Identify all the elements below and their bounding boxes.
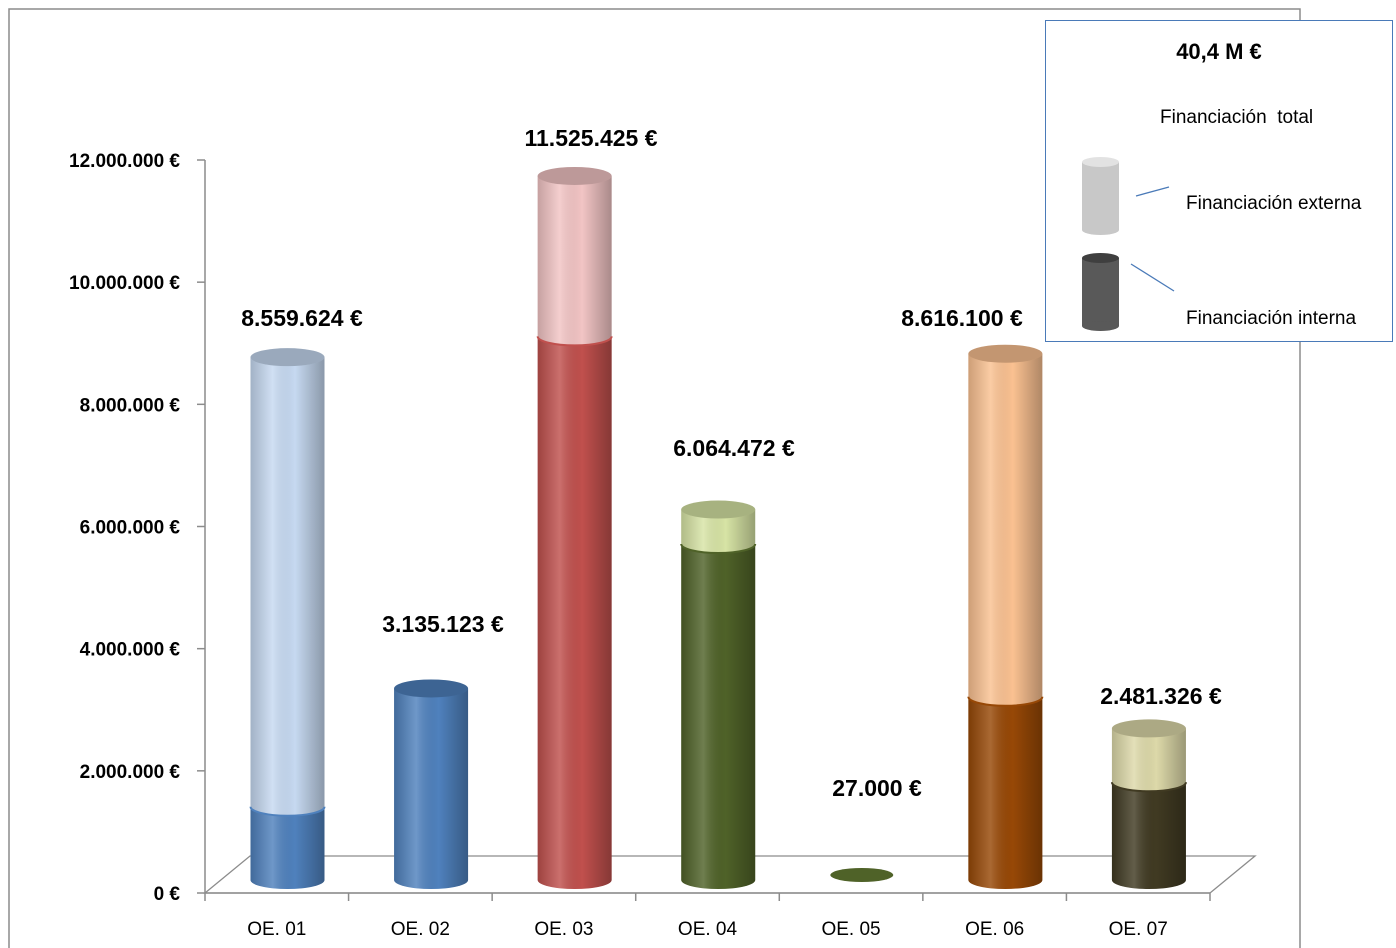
bar-top-cap [394, 679, 469, 698]
y-tick-label: 4.000.000 € [80, 640, 181, 661]
bar-top-cap [1111, 719, 1186, 738]
bar-oe-01 [249, 348, 326, 889]
data-label: 27.000 € [832, 775, 922, 801]
bar-internal-segment [250, 806, 325, 889]
data-label: 6.064.472 € [673, 435, 795, 461]
bar-group [249, 166, 1187, 889]
x-tick-label: OE. 07 [1109, 919, 1168, 940]
legend-internal-label: Financiación interna [1186, 308, 1357, 329]
bar-internal-segment [394, 688, 469, 889]
data-label: 3.135.123 € [382, 611, 504, 637]
y-tick-label: 2.000.000 € [80, 762, 181, 783]
legend-internal-leader-line [1130, 263, 1175, 292]
bar-internal-segment [681, 544, 756, 889]
bar-internal-segment [968, 696, 1043, 889]
legend-internal-swatch-icon [1082, 253, 1119, 331]
legend-external-label: Financiación externa [1186, 193, 1362, 214]
x-tick-label: OE. 02 [391, 919, 450, 940]
y-tick-label: 10.000.000 € [69, 273, 180, 294]
legend-title: 40,4 M € [1176, 39, 1262, 64]
data-label: 8.559.624 € [241, 305, 363, 331]
legend-graphics [1082, 157, 1175, 331]
data-label: 11.525.425 € [524, 125, 657, 151]
plot-area-border [8, 8, 1301, 948]
bar-external-segment [537, 175, 612, 346]
bar-top-cap [968, 344, 1043, 363]
bar-oe-07 [1110, 719, 1187, 889]
bar-top-cap [250, 348, 325, 367]
data-label: 2.481.326 € [1100, 683, 1222, 709]
x-tick-label: OE. 04 [678, 919, 738, 940]
bar-oe-04 [680, 500, 757, 889]
bar-external-segment [250, 357, 325, 816]
data-label-group: 8.559.624 € 3.135.123 € 11.525.425 € 6.064.… [241, 125, 1222, 801]
y-tick-label: 0 € [154, 884, 181, 905]
bar-internal-segment [1111, 782, 1186, 889]
bar-oe-06 [967, 344, 1044, 889]
x-tick-label: OE. 05 [821, 919, 880, 940]
x-tick-label: OE. 03 [534, 919, 593, 940]
legend-subtitle: Financiación total [1160, 107, 1314, 128]
data-label: 8.616.100 € [901, 305, 1023, 331]
bar-oe-05 [830, 868, 894, 882]
bar-external-segment [968, 353, 1043, 706]
bar-external-segment [1111, 728, 1186, 792]
x-tick-label: OE. 06 [965, 919, 1024, 940]
y-axis: 0 € 2.000.000 € 4.000.000 € 6.000.000 € 8.00… [69, 151, 206, 905]
legend: 40,4 M € Financiación total Financiación… [1045, 20, 1393, 342]
bar-oe-03 [536, 166, 613, 889]
legend-external-leader-line [1135, 186, 1170, 197]
y-tick-label: 8.000.000 € [80, 395, 181, 416]
bar-external-segment [681, 509, 756, 554]
legend-external-swatch-icon [1082, 157, 1119, 235]
bar-top-cap [681, 500, 756, 519]
y-tick-label: 6.000.000 € [80, 518, 181, 539]
bar-internal-segment [537, 336, 612, 889]
x-axis: OE. 01 OE. 02 OE. 03 OE. 04 OE. 05 OE. 06 OE. … [204, 892, 1211, 940]
bar-internal-segment [830, 868, 894, 882]
bar-top-cap [537, 166, 612, 185]
y-tick-label: 12.000.000 € [69, 151, 180, 172]
x-tick-label: OE. 01 [247, 919, 306, 940]
bar-oe-02 [394, 679, 469, 889]
